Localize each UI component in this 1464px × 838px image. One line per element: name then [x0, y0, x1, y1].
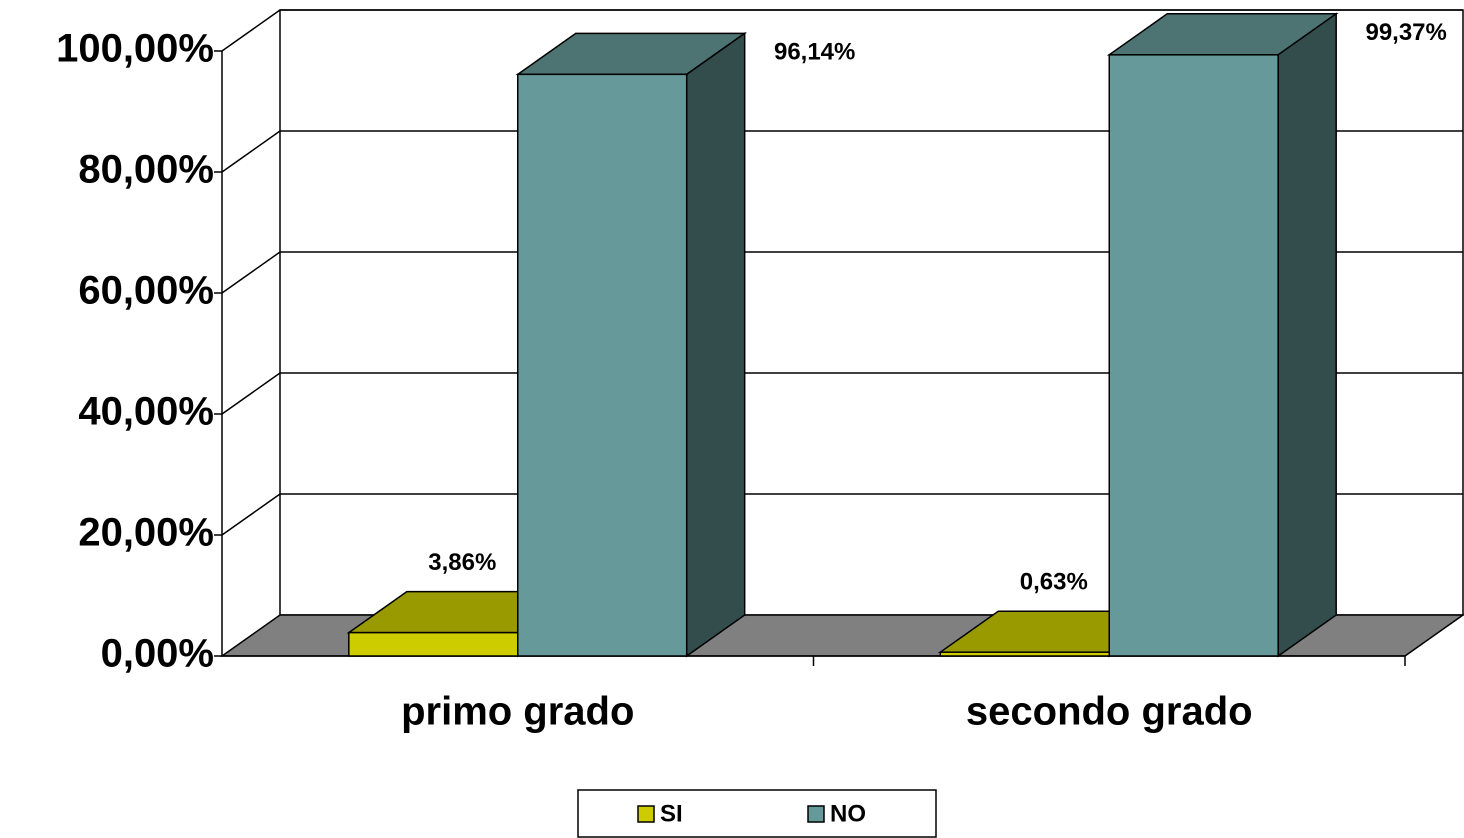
y-tick-label: 100,00%: [56, 27, 214, 71]
bar: [939, 651, 1111, 657]
value-label: 0,63%: [1020, 569, 1088, 596]
value-label: 99,37%: [1365, 19, 1446, 46]
legend-label: NO: [830, 800, 866, 827]
legend-label: SI: [660, 800, 683, 827]
legend-swatch: [807, 805, 825, 823]
x-tick-label: secondo grado: [966, 690, 1253, 734]
grid-line: [221, 130, 281, 173]
bar-side: [685, 31, 746, 658]
grid-line: [221, 372, 281, 415]
bar: [348, 631, 519, 657]
legend-swatch: [637, 805, 655, 823]
bar-side: [1277, 12, 1337, 658]
bar: [1108, 54, 1279, 657]
legend-box: [577, 789, 937, 838]
value-label: 3,86%: [428, 549, 496, 576]
value-label: 96,14%: [774, 39, 855, 66]
grid-line: [221, 493, 281, 536]
grid-line: [221, 9, 281, 52]
grid-line: [221, 251, 281, 294]
y-tick-label: 80,00%: [78, 148, 214, 192]
y-tick-label: 0,00%: [101, 632, 214, 676]
bar: [517, 73, 688, 657]
y-tick-label: 60,00%: [78, 269, 214, 313]
y-tick-label: 40,00%: [78, 390, 214, 434]
y-tick-label: 20,00%: [78, 511, 214, 555]
x-tick-label: primo grado: [401, 690, 634, 734]
